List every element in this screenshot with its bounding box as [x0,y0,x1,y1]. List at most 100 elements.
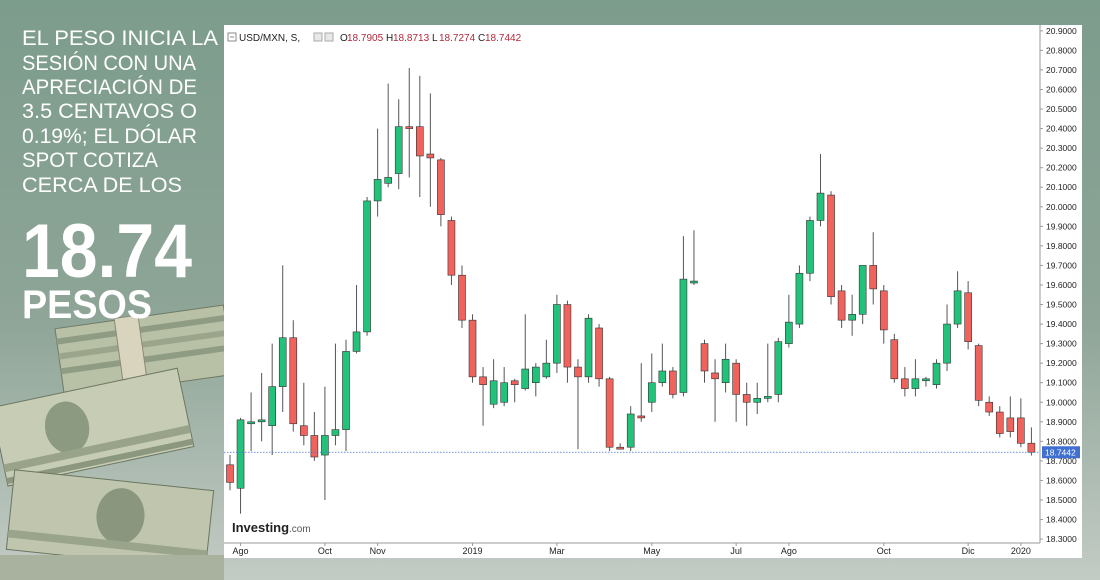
ohlc-label: O [340,33,348,44]
candle-body [669,370,677,395]
candle-body [837,290,846,321]
chart-title: USD/MXN, S, [239,33,300,44]
candle-body [953,290,962,325]
candle-body [816,192,825,221]
y-tick-label: 20.5000 [1046,104,1077,114]
candle-body [321,435,329,456]
y-tick-label: 20.2000 [1046,163,1077,173]
candle-body [901,378,909,389]
headline-line: APRECIACIÓN DE [22,76,197,99]
candle-body [806,220,814,274]
candle-body [1017,417,1025,444]
y-tick-label: 19.8000 [1046,241,1077,251]
y-tick-label: 18.4000 [1046,515,1077,525]
x-tick-label: Ago [781,546,797,556]
x-tick-label: Nov [370,546,387,556]
settings-icon [324,32,334,42]
y-tick-label: 20.1000 [1046,182,1077,192]
candle-body [732,362,740,395]
x-tick-label: Mar [549,546,565,556]
candle-body [268,386,276,427]
candle-body [342,351,350,430]
headline-price: 18.74 [22,209,192,294]
candle-body [911,378,920,389]
candle-body [985,401,994,413]
y-tick-label: 19.1000 [1046,378,1077,388]
x-tick-label: Jul [730,546,742,556]
candle-body [658,370,667,384]
candle-body [310,435,319,458]
headline-line: 0.19%; EL DÓLAR [22,125,197,148]
candle-body [637,415,646,419]
candle-body [932,362,941,385]
candle-body [574,366,582,378]
y-tick-label: 20.4000 [1046,124,1077,134]
candle-body [331,429,340,436]
ohlc-value: 18.8713 [393,33,430,44]
candle-body [447,220,456,276]
x-tick-label: 2020 [1011,546,1031,556]
candle-body [879,290,888,331]
x-tick-label: Oct [877,546,892,556]
candle-body [626,413,635,448]
headline-unit: PESOS [22,283,152,327]
x-tick-label: Oct [318,546,333,556]
candle-body [605,378,614,448]
candle-body [763,396,772,399]
y-tick-label: 20.8000 [1046,45,1077,55]
candle-body [226,464,234,483]
candle-body [795,272,804,325]
candle-body [679,278,688,393]
candle-body [553,304,561,364]
candle-body [774,341,783,395]
y-tick-label: 20.9000 [1046,26,1077,36]
candle-body [542,362,551,378]
candle-body [500,382,508,403]
candle-body [890,339,899,380]
chart-panel [224,25,1082,558]
y-tick-label: 20.6000 [1046,85,1077,95]
candle-body [922,378,930,382]
x-tick-label: Dic [962,546,975,556]
y-tick-label: 19.5000 [1046,300,1077,310]
candle-body [827,194,835,298]
candle-body [690,280,698,284]
candle-body [858,265,867,315]
candle-body [521,368,530,389]
last-price-box [1042,446,1080,459]
candle-body [384,177,392,184]
headline-line: EL PESO INICIA LA [22,27,218,50]
candle-body [257,419,266,423]
collapse-icon [227,32,237,42]
candle-body [848,313,856,321]
y-tick-label: 18.6000 [1046,475,1077,485]
ohlc-value: 18.7274 [439,33,476,44]
y-tick-label: 19.0000 [1046,397,1077,407]
headline-line: CERCA DE LOS [22,174,182,197]
candle-body [1006,417,1015,432]
plot: 18.3000 18.4000 18.5000 18.6000 18.7000 18.80… [224,26,1080,556]
candle-body [721,358,730,384]
candle-body [616,446,624,450]
candle-body [405,126,414,129]
y-tick-label: 20.3000 [1046,143,1077,153]
candle-body [394,126,403,174]
ohlc-header: O 18.7905 H 18.8713 L 18.7274 C 18.7442 [340,33,522,44]
candle-body [278,337,287,387]
candle-body [1027,442,1036,453]
candle-body [468,319,477,378]
candle-body [458,274,466,321]
candle-body [416,126,424,157]
candle-body [742,394,751,403]
y-tick-label: 19.6000 [1046,280,1077,290]
y-tick-label: 18.3000 [1046,534,1077,544]
logo-main: Investing [232,520,289,535]
y-tick-label: 18.8000 [1046,436,1077,446]
x-tick-label: 2019 [463,546,483,556]
candle-body [300,425,308,436]
ohlc-value: 18.7905 [347,33,384,44]
candle-body [426,153,435,159]
y-tick-label: 19.9000 [1046,221,1077,231]
ohlc-label: L [432,33,438,44]
